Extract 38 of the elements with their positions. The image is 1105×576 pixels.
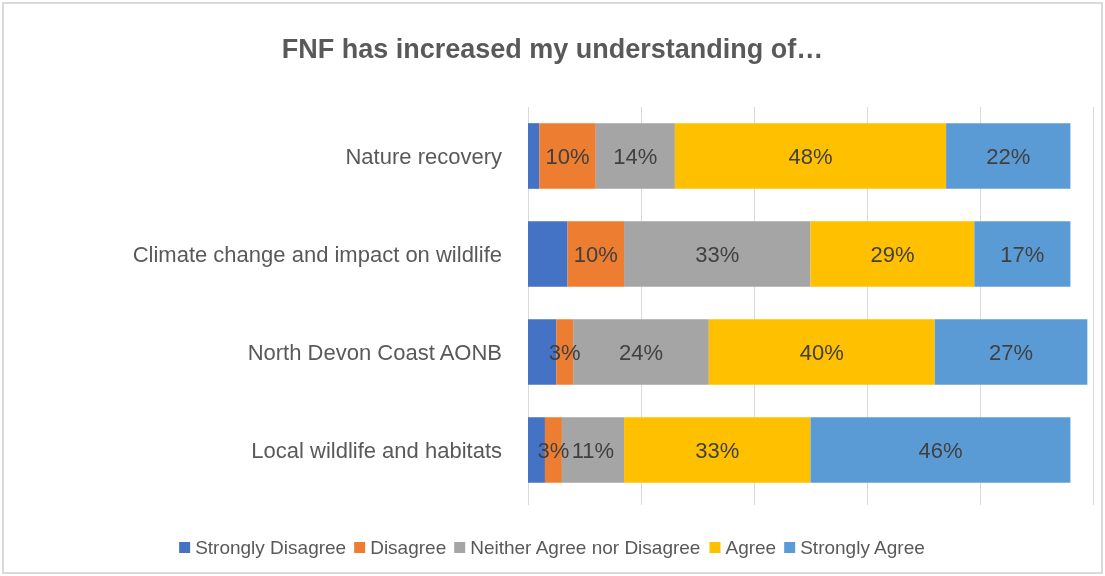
bar — [539, 123, 596, 189]
data-label: 27% — [989, 339, 1034, 365]
data-label: 40% — [799, 339, 844, 365]
data-label: 22% — [986, 143, 1031, 169]
bar — [528, 221, 568, 287]
bar — [810, 417, 1071, 483]
data-label: 33% — [695, 437, 740, 463]
y-tick-label: Climate change and impact on wildlife — [132, 241, 502, 267]
y-tick-label: Local wildlife and habitats — [251, 437, 502, 463]
legend-label: Strongly Disagree — [195, 537, 347, 558]
data-label: 17% — [1000, 241, 1045, 267]
data-label: 11% — [571, 437, 615, 463]
data-label: 48% — [788, 143, 833, 169]
data-label: 10% — [545, 143, 590, 169]
bar — [674, 123, 947, 189]
legend-label: Strongly Agree — [800, 537, 925, 558]
bar — [624, 417, 811, 483]
data-label: 33% — [695, 241, 740, 267]
bar — [974, 221, 1071, 287]
data-label: 10% — [573, 241, 618, 267]
data-label: 14% — [613, 143, 658, 169]
bar — [810, 221, 975, 287]
y-tick-label: Nature recovery — [345, 143, 502, 169]
data-label: 24% — [618, 339, 664, 365]
bar — [934, 319, 1088, 385]
bar — [595, 123, 675, 189]
data-label: 46% — [918, 437, 963, 463]
bar — [624, 221, 811, 287]
bar — [946, 123, 1071, 189]
legend-label: Agree — [725, 537, 777, 558]
legend-label: Disagree — [370, 537, 447, 558]
data-label: 29% — [870, 241, 915, 267]
chart-title: FNF has increased my understanding of… — [281, 33, 824, 64]
y-tick-label: North Devon Coast AONB — [247, 339, 502, 365]
bar — [567, 221, 625, 287]
bar — [528, 123, 540, 189]
bar — [708, 319, 935, 385]
legend-label: Neither Agree nor Disagree — [470, 537, 701, 558]
